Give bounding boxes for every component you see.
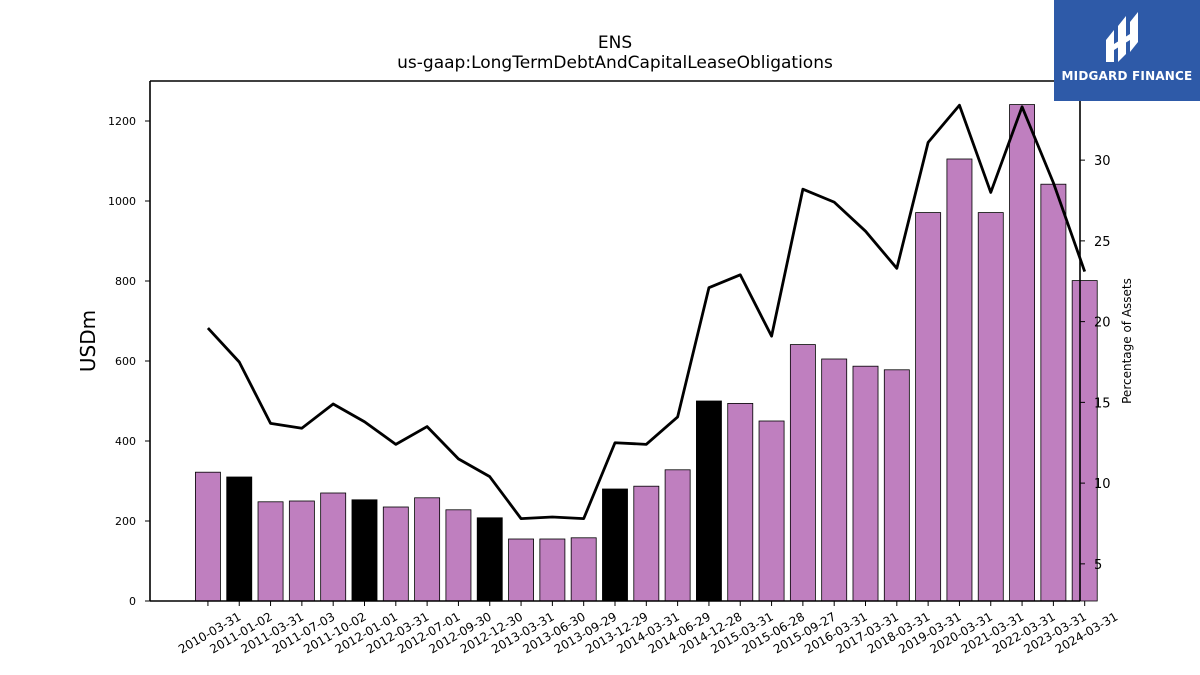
- bar: [570, 537, 597, 602]
- bars-layer: [194, 104, 1098, 602]
- bar: [445, 509, 472, 602]
- logo-text: MIDGARD FINANCE: [1061, 69, 1193, 83]
- y2-tick-label: 25: [1094, 235, 1111, 250]
- bar: [539, 538, 566, 602]
- bar: [194, 471, 221, 602]
- bar: [1071, 280, 1098, 602]
- y-tick-label: 800: [115, 275, 136, 288]
- bar: [758, 420, 785, 602]
- y-tick-label: 600: [115, 355, 136, 368]
- y-tick-label: 400: [115, 435, 136, 448]
- bar: [946, 158, 973, 602]
- bar: [602, 488, 628, 602]
- bar: [476, 517, 503, 602]
- line-layer: [206, 103, 1087, 521]
- y2-tick-label: 30: [1094, 154, 1111, 169]
- bar: [821, 358, 848, 602]
- chart-subtitle: us-gaap:LongTermDebtAndCapitalLeaseOblig…: [397, 53, 833, 73]
- bar: [977, 212, 1004, 602]
- y2-tick-label: 5: [1094, 558, 1102, 573]
- bar: [382, 506, 409, 602]
- bar: [508, 538, 534, 602]
- bar: [351, 499, 378, 602]
- bar: [789, 344, 816, 602]
- bar: [320, 492, 347, 602]
- bar: [226, 476, 253, 602]
- y-tick-label: 0: [129, 595, 136, 608]
- bar: [915, 212, 942, 602]
- bar: [288, 500, 315, 602]
- y-tick-label: 1200: [108, 115, 136, 128]
- bar: [1009, 104, 1035, 602]
- bar: [664, 469, 691, 602]
- bar: [727, 402, 754, 602]
- y2-tick-label: 20: [1094, 316, 1111, 331]
- bar: [257, 501, 284, 602]
- y-axis-label: USDm: [76, 310, 100, 372]
- y-tick-label: 1000: [108, 195, 136, 208]
- bar: [633, 485, 660, 602]
- y2-tick-label: 10: [1094, 477, 1111, 492]
- y2-axis-label: Percentage of Assets: [1120, 278, 1134, 404]
- bar: [883, 369, 910, 602]
- logo-mark-icon: [1106, 12, 1138, 62]
- bar: [696, 400, 722, 602]
- y2-tick-label: 15: [1094, 396, 1111, 411]
- bar: [414, 497, 441, 602]
- pct-assets-line: [206, 103, 1087, 521]
- chart-title: ENS: [598, 33, 632, 53]
- y-tick-label: 200: [115, 515, 136, 528]
- bar: [852, 365, 879, 602]
- bar: [1040, 183, 1067, 602]
- midgard-finance-logo: MIDGARD FINANCE: [1054, 0, 1200, 101]
